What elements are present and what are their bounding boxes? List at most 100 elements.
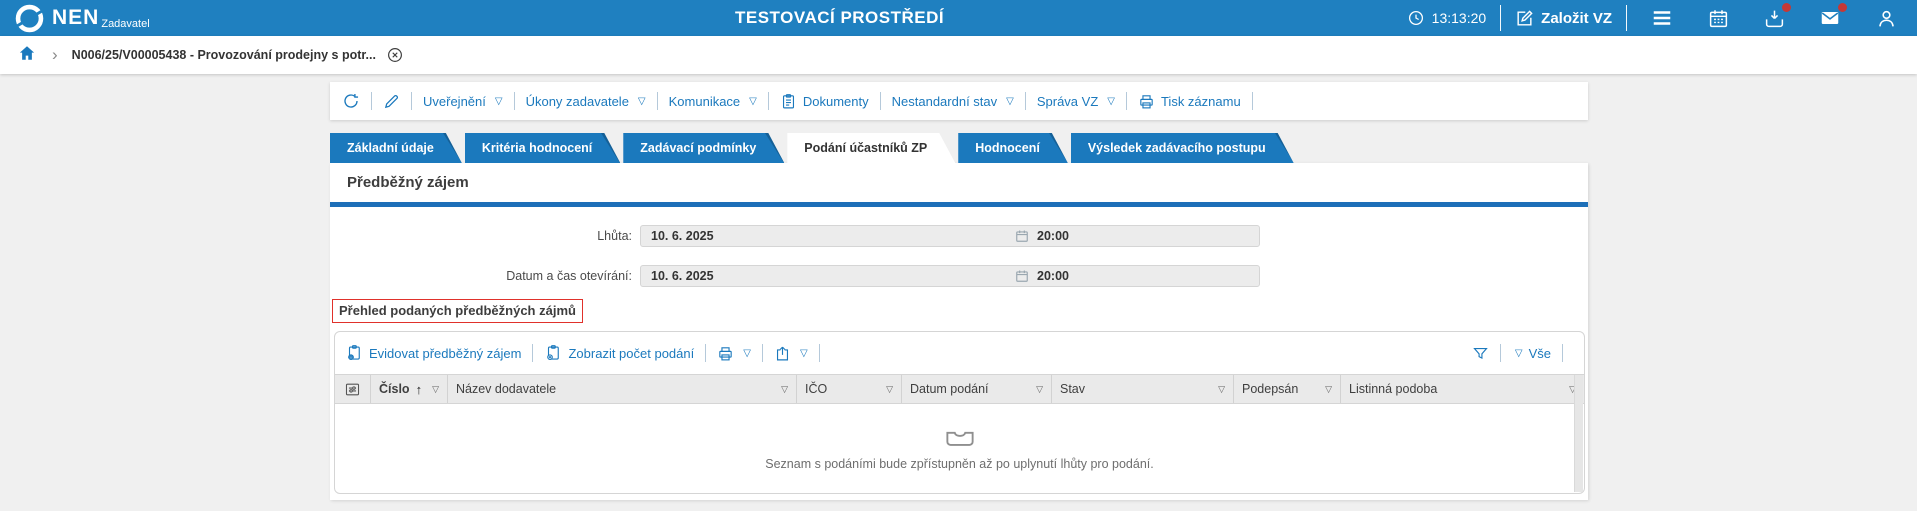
column-label: Stav bbox=[1060, 382, 1086, 396]
refresh-icon bbox=[344, 93, 359, 108]
dropdown-icon: ▽ bbox=[1107, 95, 1115, 107]
create-vz-button[interactable]: Založit VZ bbox=[1515, 9, 1612, 28]
filter-all-button[interactable]: ▽ Vše bbox=[1512, 346, 1551, 361]
column-filter-icon[interactable]: ▽ bbox=[1036, 383, 1043, 394]
pencil-icon bbox=[384, 94, 399, 108]
calendar-button[interactable] bbox=[1707, 7, 1729, 29]
tab-label: Podání účastníků ZP bbox=[804, 141, 928, 155]
calendar-small-icon bbox=[1015, 229, 1029, 246]
tab-vysledek-zadavaciho-postupu[interactable]: Výsledek zadávacího postupu bbox=[1071, 133, 1294, 163]
toolbar-separator bbox=[1251, 92, 1253, 110]
brand-name: NEN bbox=[52, 6, 100, 29]
opening-time-value: 20:00 bbox=[1037, 269, 1069, 283]
menu-dokumenty-label: Dokumenty bbox=[802, 93, 869, 109]
show-count-button[interactable]: Zobrazit počet podání bbox=[544, 344, 694, 362]
filter-all-label: Vše bbox=[1528, 345, 1551, 361]
submissions-table-panel: Evidovat předběžný zájem Zobrazit počet … bbox=[334, 331, 1585, 494]
toolbar-separator bbox=[371, 92, 372, 110]
record-toolbar: Uveřejnění ▽ Úkony zadavatele ▽ Komunika… bbox=[330, 82, 1588, 120]
filter-button[interactable] bbox=[1472, 345, 1489, 362]
calendar-small-icon bbox=[1015, 269, 1029, 286]
menu-uverejneni-label: Uveřejnění bbox=[423, 93, 486, 109]
menu-ukony-label: Úkony zadavatele bbox=[525, 93, 629, 109]
sort-ascending-icon: ↑ bbox=[415, 381, 423, 397]
dropdown-icon: ▽ bbox=[743, 347, 751, 359]
dropdown-icon: ▽ bbox=[1514, 347, 1523, 359]
menu-nestandardni-label: Nestandardní stav bbox=[891, 93, 998, 109]
tab-content-panel: Předběžný zájem Lhůta: 10. 6. 2025 20:00… bbox=[330, 163, 1588, 500]
export-button[interactable]: ▽ bbox=[774, 345, 808, 362]
opening-row: Datum a čas otevírání: 10. 6. 2025 20:00 bbox=[330, 265, 1588, 287]
toolbar-separator bbox=[1024, 92, 1026, 110]
home-button[interactable] bbox=[18, 44, 36, 67]
tab-zadavaci-podminky[interactable]: Zadávací podmínky bbox=[623, 133, 784, 163]
messages-button[interactable] bbox=[1819, 3, 1847, 29]
tab-zakladni-udaje[interactable]: Základní údaje bbox=[330, 133, 462, 163]
deadline-field[interactable]: 10. 6. 2025 20:00 bbox=[640, 225, 1260, 247]
record-tabs: Základní údaje Kritéria hodnocení Zadáva… bbox=[330, 133, 1297, 163]
share-export-icon bbox=[776, 346, 788, 360]
column-filter-icon[interactable]: ▽ bbox=[1218, 383, 1225, 394]
column-header-cislo[interactable]: Číslo ↑ ▽ bbox=[371, 375, 448, 403]
close-record-button[interactable] bbox=[386, 46, 404, 64]
toolbar-separator bbox=[767, 92, 769, 110]
download-tray-icon bbox=[1765, 10, 1783, 27]
column-filter-icon[interactable]: ▽ bbox=[432, 383, 439, 394]
breadcrumb-item[interactable]: N006/25/V00005438 - Provozování prodejny… bbox=[71, 48, 376, 62]
topbar-divider bbox=[1500, 5, 1502, 31]
print-record-label: Tisk záznamu bbox=[1160, 93, 1241, 109]
table-header-row: Číslo ↑ ▽ Název dodavatele ▽ IČO ▽ Datum… bbox=[335, 374, 1584, 404]
nen-logo[interactable]: NEN Zadavatel bbox=[0, 2, 150, 35]
column-settings-icon bbox=[345, 383, 360, 395]
refresh-button[interactable] bbox=[342, 92, 360, 110]
column-settings-button[interactable] bbox=[335, 375, 371, 403]
topbar-actions: 13:13:20 Založit VZ bbox=[1407, 0, 1907, 36]
column-header-podepsan[interactable]: Podepsán ▽ bbox=[1234, 375, 1341, 403]
table-scrollbar[interactable] bbox=[1574, 375, 1583, 492]
column-header-ico[interactable]: IČO ▽ bbox=[797, 375, 902, 403]
opening-field[interactable]: 10. 6. 2025 20:00 bbox=[640, 265, 1260, 287]
tab-label: Hodnocení bbox=[975, 141, 1040, 155]
user-profile-button[interactable] bbox=[1875, 7, 1897, 29]
environment-title: TESTOVACÍ PROSTŘEDÍ bbox=[735, 8, 945, 27]
clock-time: 13:13:20 bbox=[1431, 10, 1487, 26]
main-menu-button[interactable] bbox=[1651, 7, 1673, 29]
column-header-nazev-dodavatele[interactable]: Název dodavatele ▽ bbox=[448, 375, 797, 403]
printer-icon bbox=[719, 346, 732, 360]
dropdown-icon: ▽ bbox=[494, 95, 503, 107]
tab-label: Základní údaje bbox=[347, 141, 434, 155]
tab-hodnoceni[interactable]: Hodnocení bbox=[958, 133, 1068, 163]
mail-icon bbox=[1821, 12, 1839, 24]
print-record-button[interactable]: Tisk záznamu bbox=[1138, 93, 1241, 110]
menu-sprava-vz[interactable]: Správa VZ ▽ bbox=[1037, 94, 1115, 109]
menu-ukony-zadavatele[interactable]: Úkony zadavatele ▽ bbox=[526, 94, 646, 109]
print-table-button[interactable]: ▽ bbox=[717, 345, 751, 362]
register-interest-button[interactable]: Evidovat předběžný zájem bbox=[345, 344, 521, 362]
column-filter-icon[interactable]: ▽ bbox=[1325, 383, 1332, 394]
empty-inbox-icon bbox=[945, 427, 975, 452]
column-header-stav[interactable]: Stav ▽ bbox=[1052, 375, 1234, 403]
menu-uverejneni[interactable]: Uveřejnění ▽ bbox=[423, 94, 503, 109]
dropdown-icon: ▽ bbox=[637, 95, 646, 107]
toolbar-separator bbox=[513, 92, 515, 110]
column-filter-icon[interactable]: ▽ bbox=[781, 383, 788, 394]
menu-dokumenty[interactable]: Dokumenty bbox=[780, 93, 869, 110]
create-vz-label: Založit VZ bbox=[1541, 9, 1612, 27]
register-interest-label: Evidovat předběžný zájem bbox=[369, 345, 522, 361]
clock-icon bbox=[1408, 10, 1423, 26]
column-header-listinna-podoba[interactable]: Listinná podoba ▽ bbox=[1341, 375, 1584, 403]
column-filter-icon[interactable]: ▽ bbox=[1569, 383, 1576, 394]
column-filter-icon[interactable]: ▽ bbox=[886, 383, 893, 394]
column-label: Název dodavatele bbox=[456, 382, 557, 396]
tab-kriteria-hodnoceni[interactable]: Kritéria hodnocení bbox=[465, 133, 620, 163]
edit-button[interactable] bbox=[383, 93, 400, 110]
tab-podani-ucastniku-zp[interactable]: Podání účastníků ZP bbox=[787, 133, 955, 163]
toolbar-separator bbox=[761, 344, 763, 362]
menu-komunikace[interactable]: Komunikace ▽ bbox=[669, 94, 757, 109]
hamburger-icon bbox=[1653, 11, 1671, 25]
column-header-datum-podani[interactable]: Datum podání ▽ bbox=[902, 375, 1052, 403]
menu-nestandardni-stav[interactable]: Nestandardní stav ▽ bbox=[892, 94, 1014, 109]
downloads-button[interactable] bbox=[1763, 3, 1791, 29]
toolbar-separator bbox=[818, 344, 820, 362]
breadcrumb-chevron-icon: › bbox=[52, 45, 58, 64]
